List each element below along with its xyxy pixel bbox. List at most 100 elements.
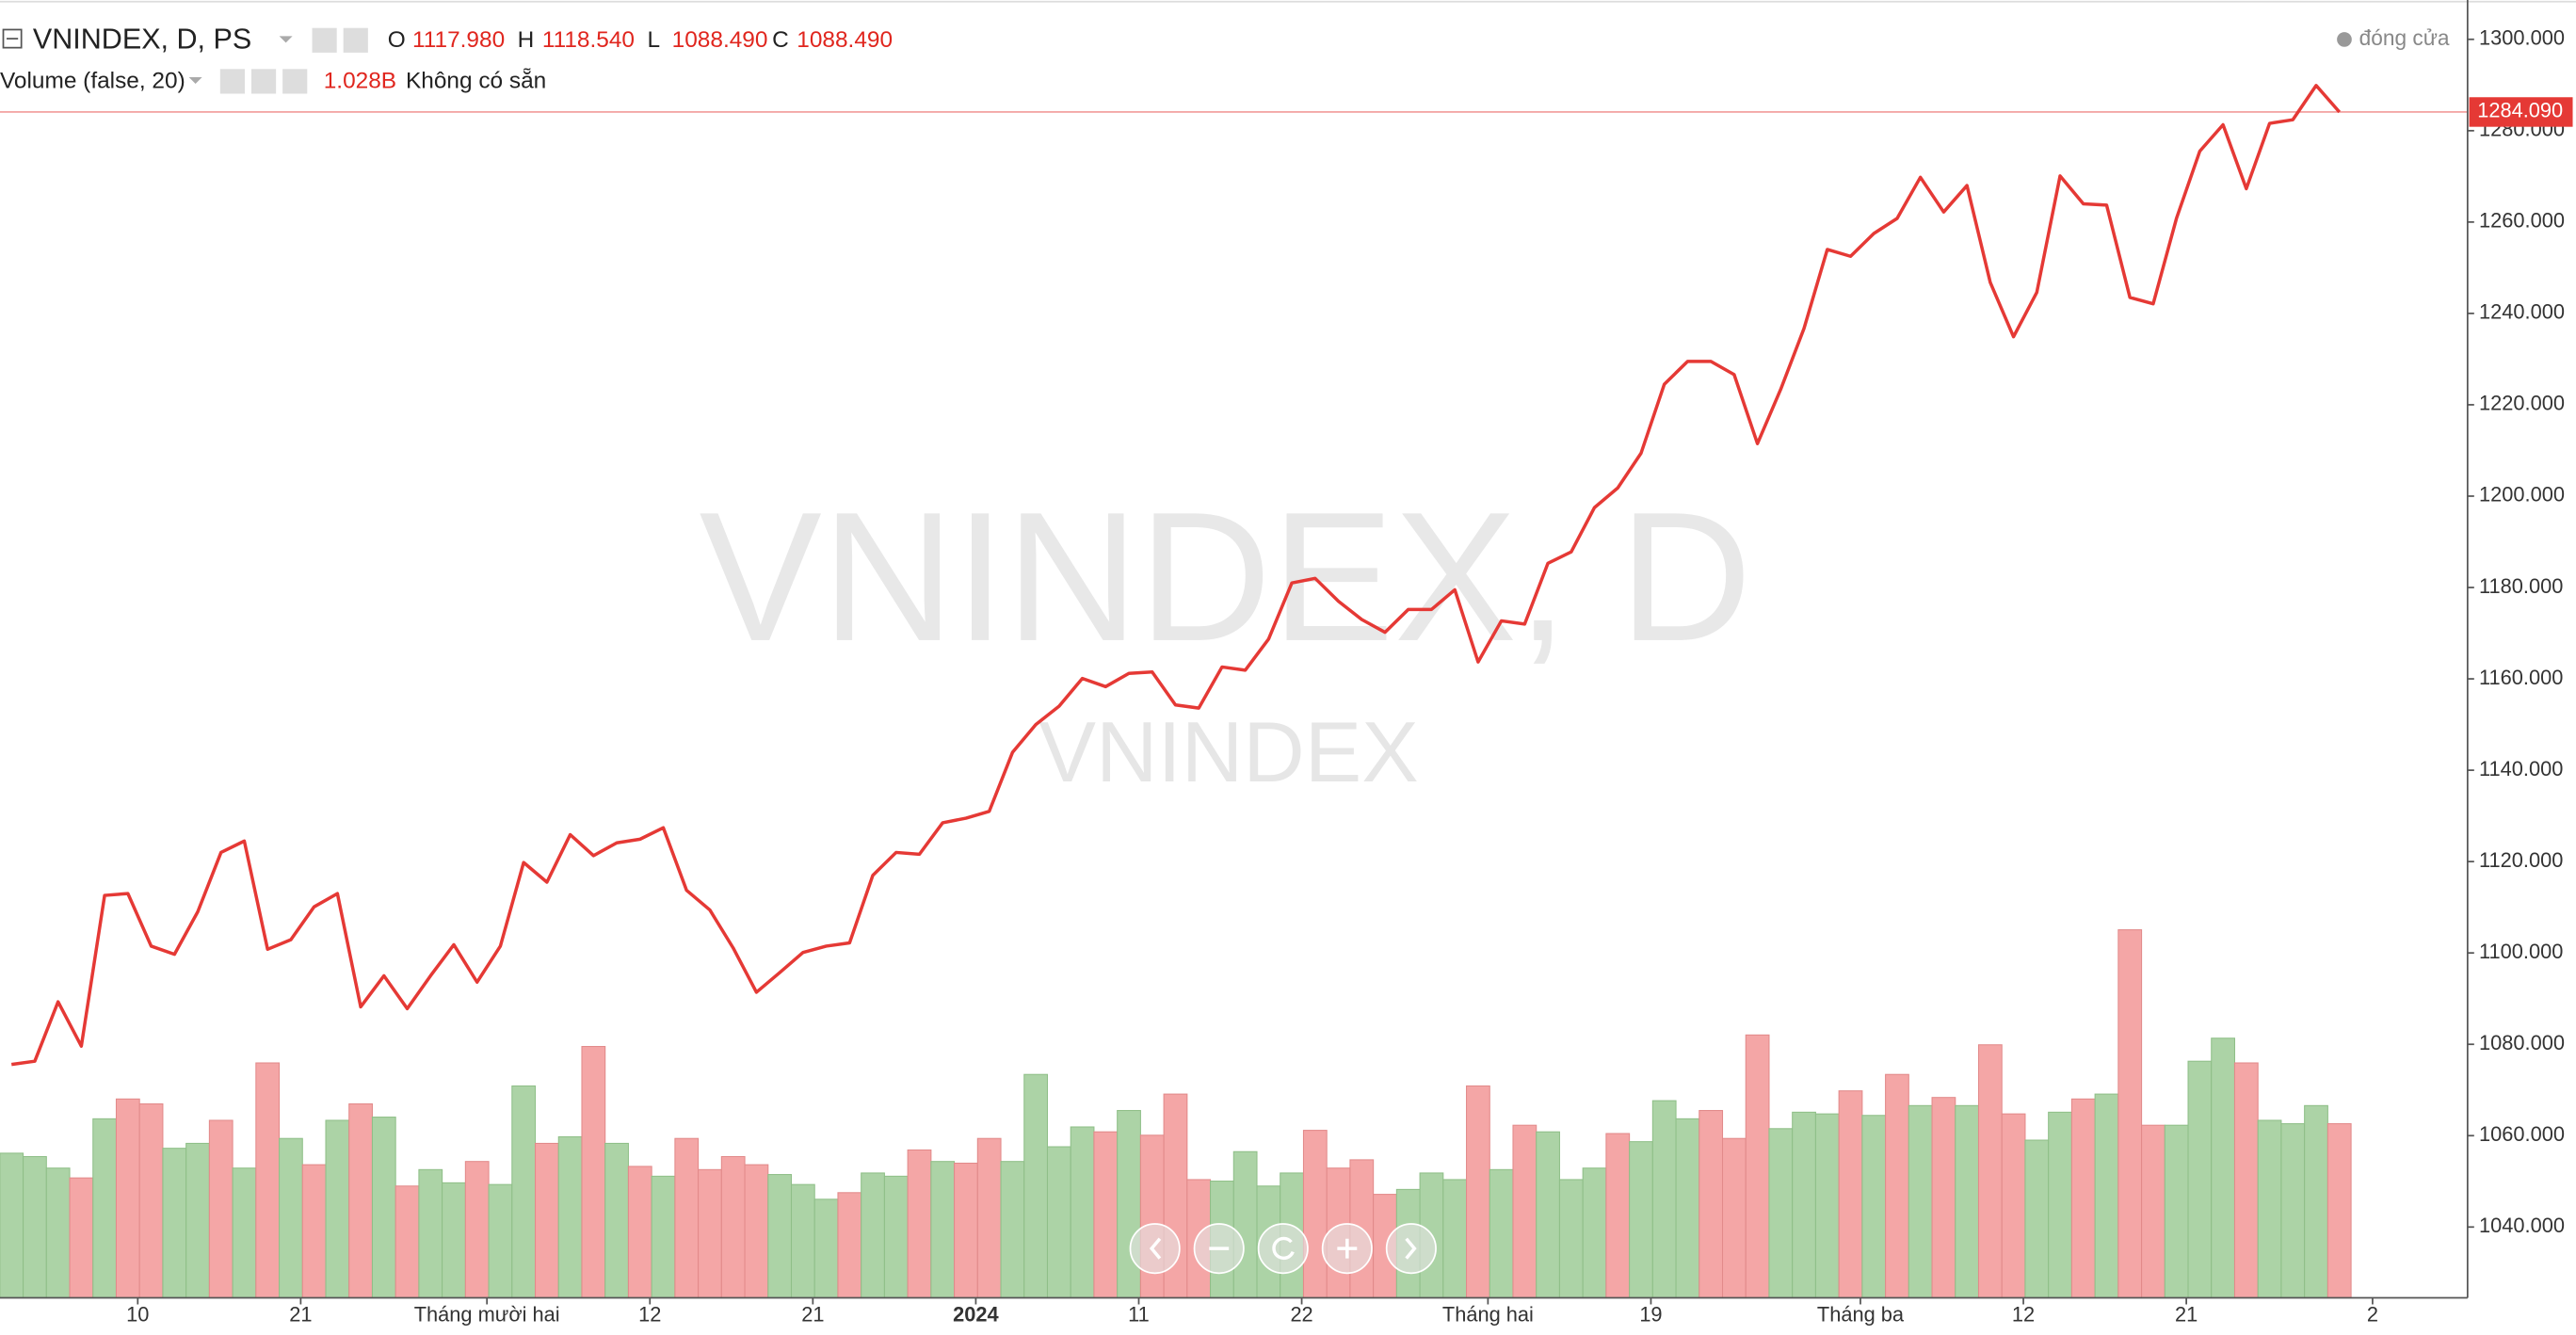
volume-bar	[1232, 1150, 1258, 1299]
ohlc-value: 1117.980	[412, 27, 505, 53]
volume-bar	[1117, 1110, 1141, 1299]
reset-button[interactable]	[1257, 1223, 1309, 1275]
volume-bar	[1629, 1141, 1653, 1299]
volume-bar	[2117, 929, 2143, 1299]
settings-icon[interactable]	[250, 69, 277, 94]
volume-bar	[1070, 1126, 1095, 1299]
volume-bar	[2233, 1062, 2259, 1299]
volume-bar	[1675, 1118, 1700, 1299]
volume-bar	[301, 1164, 327, 1299]
volume-bar	[1605, 1133, 1631, 1299]
price-line	[10, 84, 2342, 1067]
volume-bar	[790, 1183, 815, 1299]
volume-bar	[2326, 1123, 2352, 1299]
volume-bar	[651, 1175, 676, 1299]
dropdown-caret[interactable]	[188, 77, 202, 85]
watermark: VNINDEX, D	[700, 474, 1752, 680]
volume-bar	[1302, 1130, 1328, 1299]
volume-bar	[45, 1167, 71, 1299]
y-tick-label: 1300.000	[2479, 26, 2565, 50]
y-tick-label: 1260.000	[2479, 209, 2565, 233]
volume-bar	[1861, 1115, 1887, 1299]
volume-bar	[464, 1161, 490, 1299]
market-status: đóng cửa	[2359, 25, 2450, 50]
volume-bar	[1721, 1137, 1747, 1299]
volume-bar	[208, 1119, 233, 1299]
volume-bar	[1931, 1097, 1956, 1299]
volume-bar	[674, 1137, 700, 1299]
x-tick-label: Tháng mười hai	[414, 1302, 560, 1326]
volume-bar	[1908, 1104, 1933, 1299]
volume-bar	[2048, 1111, 2072, 1299]
volume-bar	[255, 1062, 281, 1299]
y-tick-label: 1220.000	[2479, 392, 2565, 415]
close-icon[interactable]	[282, 69, 308, 94]
volume-bar	[954, 1162, 978, 1299]
volume-bar	[1466, 1085, 1490, 1299]
volume-bar	[418, 1168, 443, 1299]
volume-bar	[837, 1192, 862, 1299]
y-tick-label: 1240.000	[2479, 300, 2565, 324]
volume-bar	[23, 1155, 47, 1299]
x-tick-label: 22	[1290, 1302, 1312, 1326]
scroll-left-button[interactable]	[1129, 1223, 1181, 1275]
volume-bar	[1651, 1100, 1677, 1299]
dropdown-caret[interactable]	[279, 36, 293, 43]
eye-icon[interactable]	[312, 27, 337, 53]
volume-title[interactable]: Volume (false, 20)	[0, 69, 185, 94]
x-tick-label: 21	[289, 1302, 312, 1326]
volume-bar	[1885, 1073, 1909, 1299]
volume-bar	[394, 1185, 420, 1299]
volume-bar	[1699, 1110, 1724, 1299]
volume-bar	[1792, 1111, 1816, 1299]
volume-bar	[69, 1177, 94, 1299]
scroll-right-button[interactable]	[1385, 1223, 1437, 1275]
status-dot	[2337, 32, 2352, 47]
volume-bar	[930, 1161, 956, 1299]
volume-bar	[1745, 1034, 1770, 1299]
y-tick-label: 1060.000	[2479, 1122, 2565, 1146]
volume-bar	[1814, 1113, 1840, 1299]
volume-bar	[557, 1135, 583, 1299]
eye-icon[interactable]	[219, 69, 245, 94]
y-tick-label: 1120.000	[2479, 848, 2563, 872]
volume-bar	[976, 1137, 1002, 1299]
volume-bar	[1536, 1131, 1560, 1299]
x-tick-label: 11	[1128, 1302, 1150, 1326]
volume-bar	[581, 1046, 606, 1299]
volume-bar	[138, 1103, 164, 1299]
volume-bar	[279, 1137, 303, 1299]
x-tick-label: Tháng ba	[1817, 1302, 1905, 1326]
ohlc-value: 1088.490	[672, 27, 768, 53]
volume-bar	[767, 1174, 793, 1299]
last-price-label: 1284.090	[2477, 99, 2563, 122]
y-tick-label: 1040.000	[2479, 1214, 2565, 1237]
volume-bar	[2094, 1093, 2119, 1299]
volume-bar	[511, 1085, 537, 1299]
volume-bar	[2187, 1060, 2213, 1299]
y-tick-label: 1140.000	[2479, 757, 2563, 780]
volume-bar	[2304, 1104, 2328, 1299]
collapse-icon[interactable]	[2, 28, 23, 49]
y-tick-label: 1080.000	[2479, 1031, 2565, 1054]
volume-last: 1.028B	[324, 69, 396, 94]
x-tick-label: 2024	[953, 1302, 999, 1326]
volume-bar	[488, 1183, 513, 1299]
volume-bar	[744, 1164, 769, 1299]
volume-bar	[535, 1142, 559, 1299]
volume-bar	[0, 1152, 24, 1299]
settings-icon[interactable]	[343, 27, 368, 53]
volume-bar	[1489, 1168, 1514, 1299]
volume-bar	[1442, 1179, 1468, 1299]
x-tick-label: 19	[1639, 1302, 1662, 1326]
volume-bar	[1582, 1167, 1607, 1299]
symbol-title[interactable]: VNINDEX, D, PS	[33, 24, 251, 56]
x-tick-label: 12	[2012, 1302, 2035, 1326]
last-price-box	[2469, 97, 2573, 127]
volume-bar	[1838, 1090, 1863, 1299]
watermark-sub: VNINDEX	[1039, 705, 1419, 800]
volume-bar	[1955, 1104, 1980, 1299]
volume-bar	[883, 1175, 909, 1299]
ohlc-key: L	[647, 27, 660, 53]
volume-bar	[907, 1149, 932, 1299]
